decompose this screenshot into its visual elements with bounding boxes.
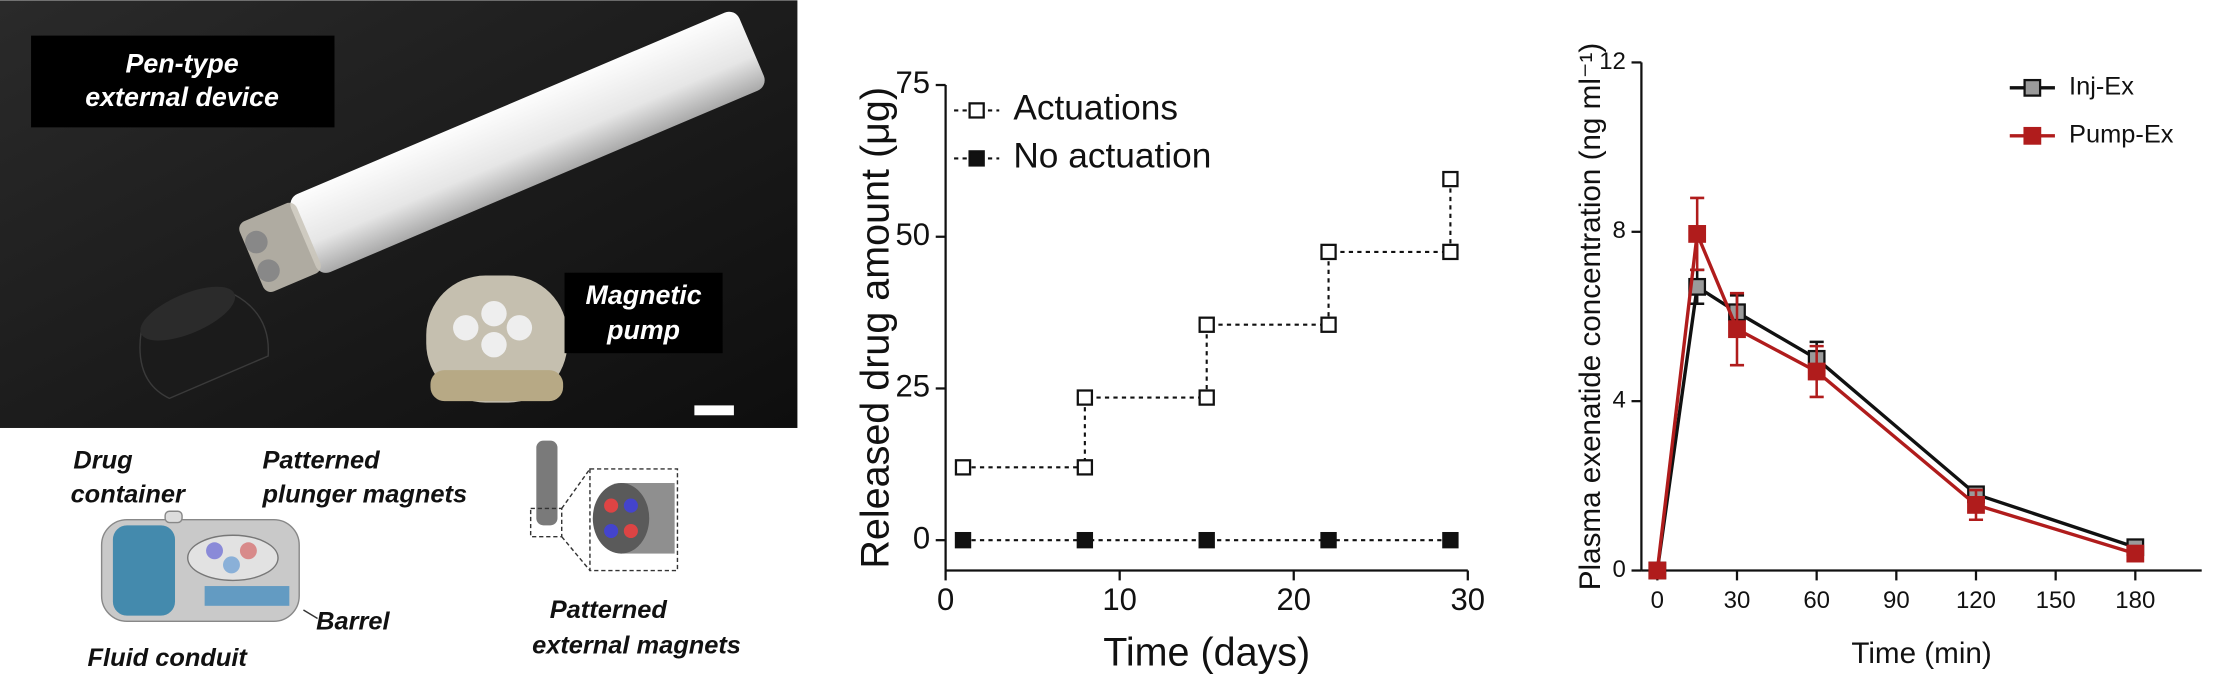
legend-marker (2023, 78, 2042, 97)
x-tick-label: 30 (1451, 582, 1486, 617)
x-axis-label: Time (min) (1851, 637, 1991, 670)
marker (954, 531, 972, 549)
barrel-label: Barrel (316, 607, 390, 635)
label-box (564, 272, 723, 354)
pump-label: pump (606, 315, 680, 345)
legend-marker (2023, 126, 2042, 145)
label-box (31, 35, 335, 128)
pen-cap (139, 286, 269, 400)
series-line (1655, 283, 2136, 571)
legend-label: Actuations (1013, 89, 1178, 128)
x-tick-label: 120 (1956, 587, 1996, 614)
legend-marker (968, 150, 985, 167)
plunger-magnets-label: plunger magnets (262, 480, 468, 508)
plunger-magnets-label: Patterned (263, 447, 381, 475)
chart: 0 25 50 75 0 10 20 30 Time (days) Released drug a… (853, 65, 1485, 674)
marker (1807, 362, 1826, 381)
marker (1198, 316, 1215, 333)
marker (1320, 531, 1337, 549)
marker (1688, 225, 1707, 243)
x-tick-label: 30 (1724, 587, 1751, 614)
drug-container-label: Drug (73, 447, 133, 475)
y-tick-label: 8 (1613, 217, 1626, 244)
marker (2126, 544, 2145, 563)
marker (1648, 561, 1667, 580)
marker (1728, 320, 1746, 339)
y-tick-label: 12 (1599, 48, 1626, 75)
y-tick-label: 25 (896, 369, 931, 404)
series-line (1655, 227, 2136, 571)
x-tick-label: 60 (1803, 587, 1830, 614)
y-axis-label: Plasma exenatide concentration (ng ml⁻¹) (1574, 43, 1607, 590)
marker (1442, 170, 1459, 188)
external-magnets-label: Patterned (550, 596, 668, 624)
series-line (963, 179, 1452, 469)
marker (1198, 389, 1215, 406)
external-magnets-label: external magnets (532, 631, 741, 659)
marker (1442, 243, 1459, 261)
legend-label: Pump-Ex (2069, 121, 2174, 149)
y-tick-label: 50 (896, 217, 931, 252)
x-tick-label: 20 (1276, 582, 1311, 617)
pen-label: Pen-type (125, 48, 238, 78)
y-tick-label: 75 (896, 65, 931, 100)
marker (1076, 459, 1094, 476)
x-tick-label: 90 (1883, 587, 1910, 614)
drug-container-label: container (71, 480, 187, 508)
scale-bar (694, 405, 734, 416)
y-tick-label: 0 (913, 520, 930, 555)
marker (1320, 316, 1337, 333)
schematic: Drug container Patterned plunger magnets… (71, 440, 741, 672)
pen-label: external device (85, 82, 279, 112)
marker (1076, 389, 1094, 406)
x-tick-label: 0 (1651, 587, 1664, 614)
y-tick-label: 0 (1613, 556, 1626, 583)
magnetic-pump (426, 275, 568, 403)
x-tick-label: 180 (2115, 587, 2155, 614)
y-axis-label: Released drug amount (μg) (853, 87, 897, 569)
marker (1320, 243, 1337, 261)
x-axis-label: Time (days) (1103, 631, 1310, 675)
y-tick-label: 4 (1613, 387, 1626, 414)
pump-label: Magnetic (586, 280, 702, 310)
legend-marker (968, 102, 985, 119)
photo-panel: Pen-type external device Magnetic pump (0, 0, 798, 428)
fluid-conduit-label: Fluid conduit (88, 644, 249, 672)
marker (1076, 531, 1094, 549)
legend-label: Inj-Ex (2069, 73, 2134, 101)
marker (1198, 531, 1215, 549)
x-tick-label: 150 (2036, 587, 2076, 614)
marker (954, 459, 972, 476)
pen-device (239, 11, 765, 292)
x-tick-label: 0 (937, 582, 954, 617)
marker (1967, 496, 1985, 514)
legend-label: No actuation (1013, 137, 1211, 176)
x-tick-label: 10 (1102, 582, 1137, 617)
marker (1442, 531, 1459, 549)
